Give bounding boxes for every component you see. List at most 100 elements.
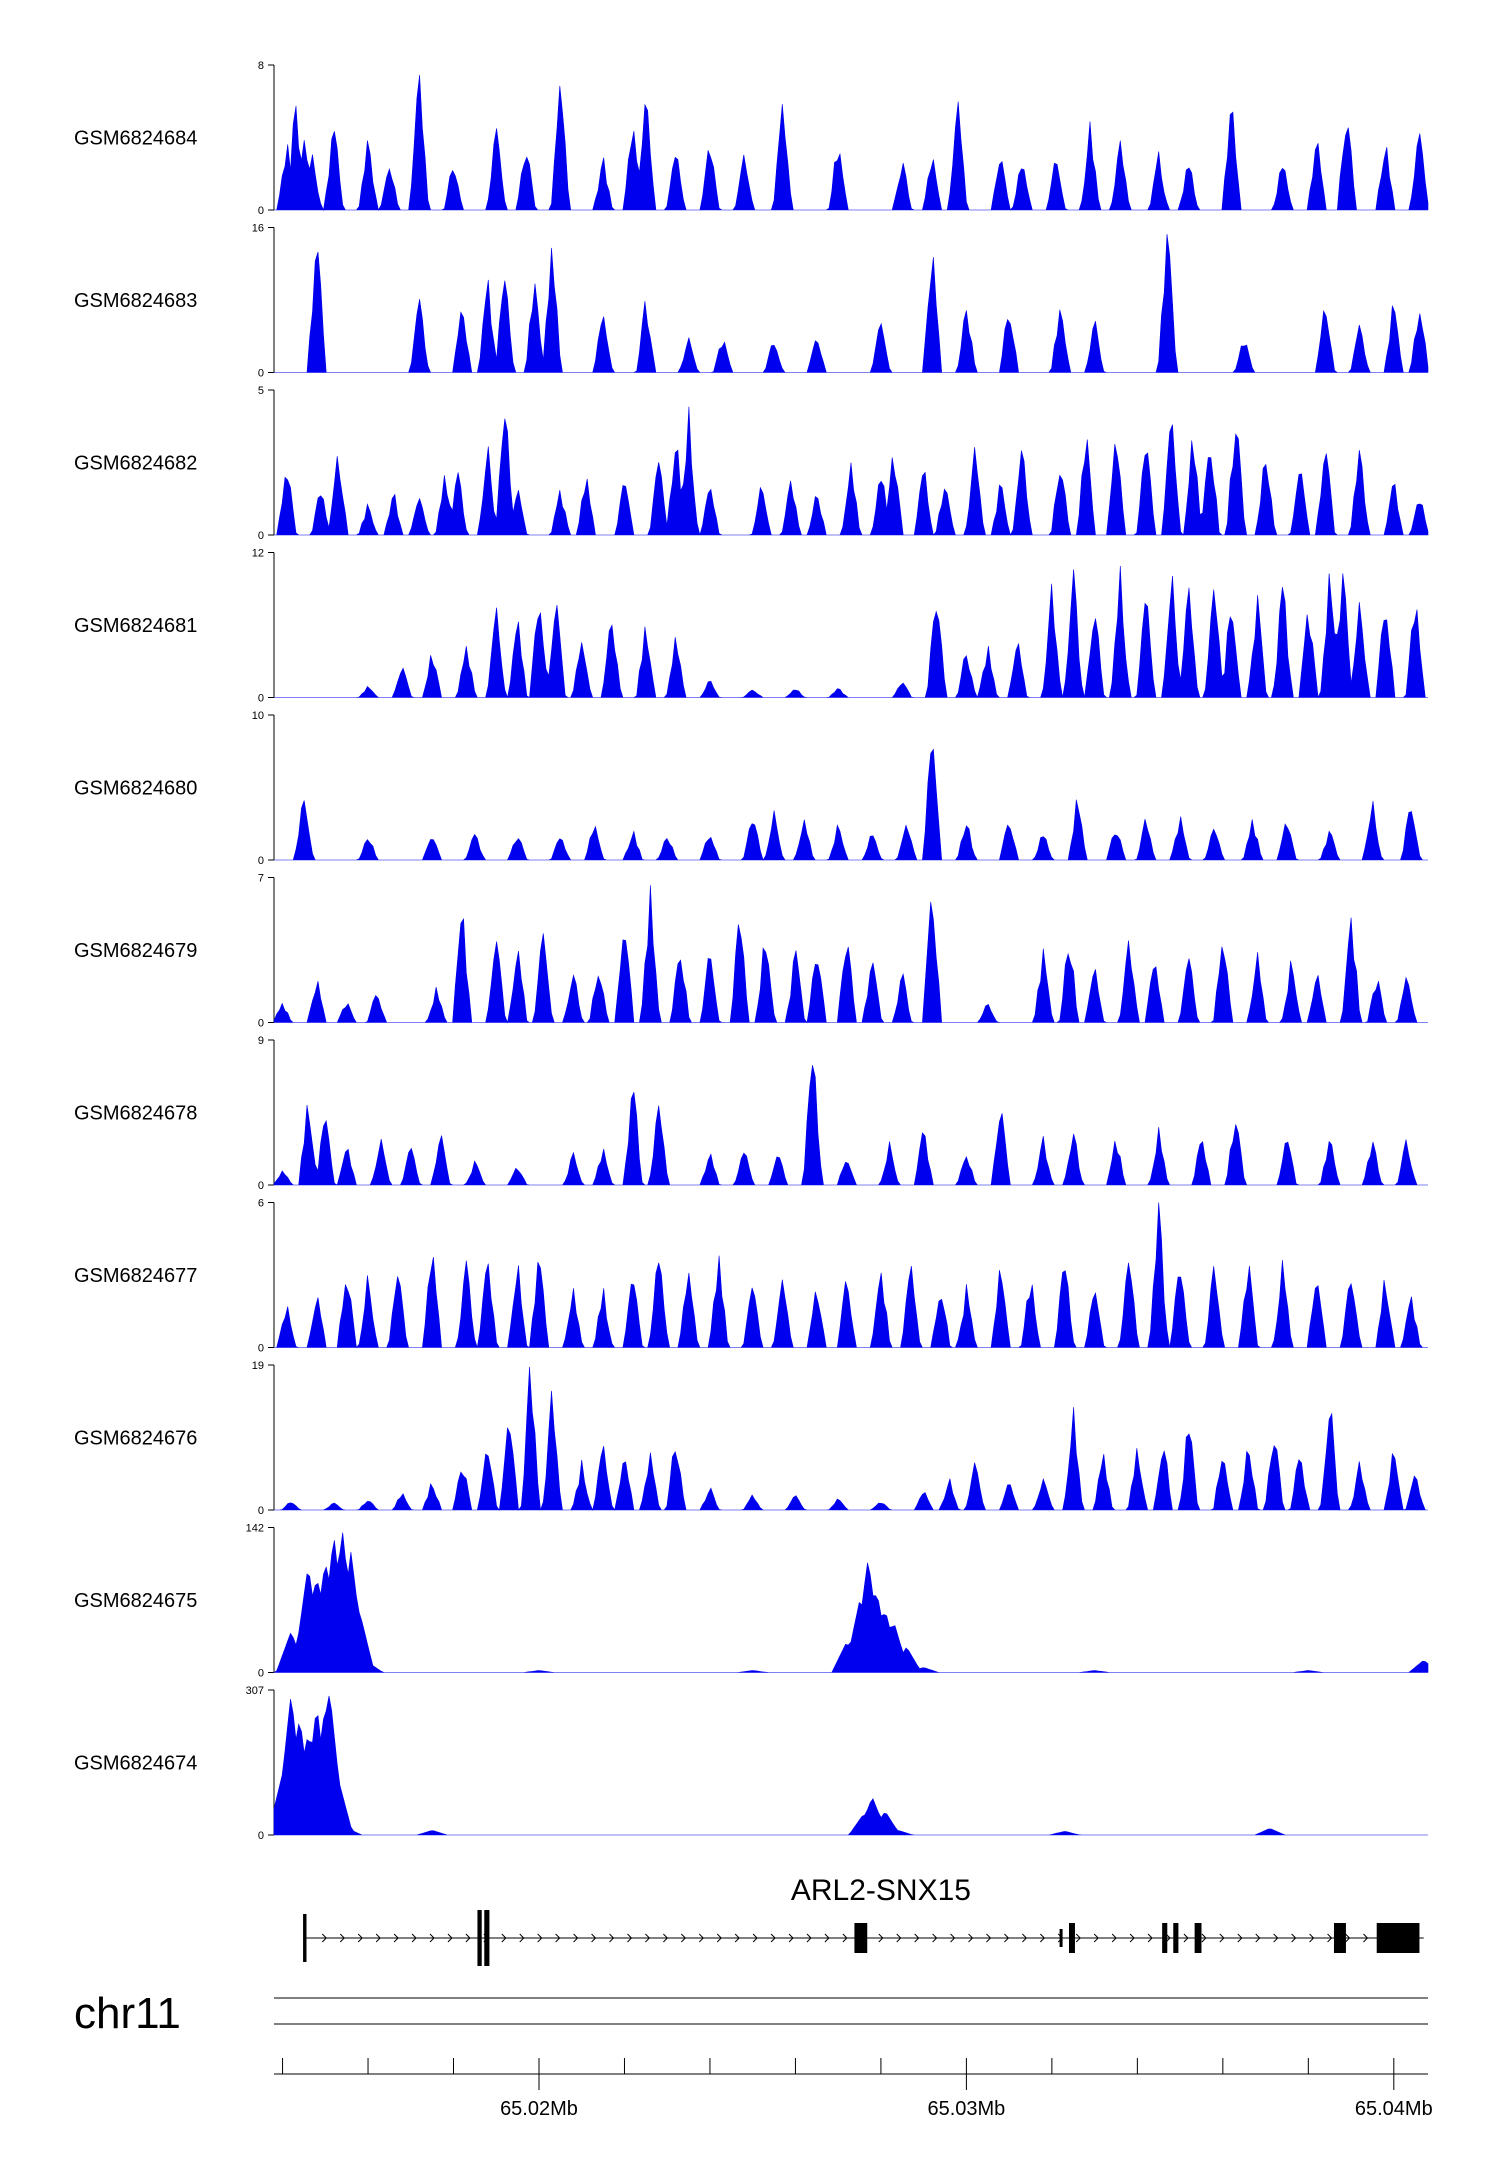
- y-axis-min-label: 0: [258, 530, 264, 542]
- track-label: GSM6824674: [74, 1753, 197, 1775]
- strand-arrow: [573, 1933, 579, 1943]
- strand-arrow: [1327, 1933, 1333, 1943]
- strand-arrow: [465, 1933, 471, 1943]
- strand-arrow: [1273, 1933, 1279, 1943]
- y-axis-min-label: 0: [258, 693, 264, 705]
- strand-arrow: [1111, 1933, 1117, 1943]
- coverage-area: [274, 406, 1429, 536]
- track-label: GSM6824679: [74, 940, 197, 962]
- x-axis-tick-label: 65.04Mb: [1355, 2098, 1433, 2120]
- y-axis-min-label: 0: [258, 368, 264, 380]
- strand-arrow: [357, 1933, 363, 1943]
- strand-arrow: [770, 1933, 776, 1943]
- coverage-area: [274, 74, 1429, 212]
- strand-arrow: [1075, 1933, 1081, 1943]
- y-axis-min-label: 0: [258, 1180, 264, 1192]
- strand-arrow: [842, 1933, 848, 1943]
- strand-arrow: [627, 1933, 633, 1943]
- strand-arrow: [680, 1933, 687, 1943]
- x-axis-tick-label: 65.03Mb: [927, 2098, 1005, 2120]
- gene-track: ARL2-SNX15: [303, 1874, 1424, 1966]
- gene-exon: [1194, 1923, 1202, 1953]
- coverage-tracks: GSM682468480GSM6824683160GSM682468250GSM…: [74, 60, 1429, 1842]
- strand-arrow: [986, 1933, 992, 1943]
- strand-arrow: [824, 1933, 830, 1943]
- strand-arrow: [788, 1933, 794, 1943]
- strand-arrow: [447, 1933, 453, 1943]
- track-label: GSM6824677: [74, 1265, 197, 1287]
- strand-arrow: [968, 1933, 974, 1943]
- gene-exon: [1059, 1929, 1063, 1947]
- strand-arrow: [645, 1933, 651, 1943]
- strand-arrow: [896, 1933, 902, 1943]
- strand-arrow: [555, 1933, 561, 1943]
- track-GSM6824684: GSM6824684 8 0: [74, 60, 1429, 217]
- track-GSM6824682: GSM6824682 5 0: [74, 385, 1429, 542]
- strand-arrow: [932, 1933, 938, 1943]
- strand-arrow: [1165, 1933, 1171, 1943]
- strand-arrow: [375, 1933, 381, 1943]
- strand-arrow: [1093, 1933, 1099, 1943]
- track-GSM6824677: GSM6824677 6 0: [74, 1198, 1428, 1355]
- strand-arrow: [1039, 1933, 1046, 1943]
- y-axis-max-label: 12: [252, 548, 264, 560]
- gene-exon: [1162, 1923, 1168, 1953]
- y-axis-max-label: 10: [252, 710, 264, 722]
- y-axis-min-label: 0: [258, 1830, 264, 1842]
- coverage-area: [274, 748, 1428, 861]
- strand-arrow: [914, 1933, 920, 1943]
- coverage-area: [274, 234, 1429, 373]
- y-axis-max-label: 142: [246, 1523, 264, 1535]
- gene-exon: [1333, 1923, 1346, 1953]
- track-GSM6824678: GSM6824678 9 0: [74, 1035, 1428, 1192]
- strand-arrow: [1291, 1933, 1297, 1943]
- track-GSM6824674: GSM6824674 307 0: [74, 1685, 1428, 1842]
- strand-arrow: [501, 1933, 507, 1943]
- strand-arrow: [1183, 1933, 1189, 1943]
- track-label: GSM6824684: [74, 128, 197, 150]
- strand-arrow: [716, 1933, 722, 1943]
- strand-arrow: [429, 1933, 435, 1943]
- strand-arrow: [519, 1933, 525, 1943]
- strand-arrow: [321, 1933, 327, 1943]
- y-axis-max-label: 16: [252, 223, 264, 235]
- strand-arrow: [1219, 1933, 1225, 1943]
- coverage-area: [272, 1532, 1429, 1673]
- coverage-area: [274, 1366, 1428, 1511]
- track-GSM6824681: GSM6824681 12 0: [74, 548, 1428, 705]
- strand-arrow: [1147, 1933, 1153, 1943]
- track-label: GSM6824678: [74, 1103, 197, 1125]
- track-GSM6824680: GSM6824680 10 0: [74, 710, 1428, 867]
- strand-arrow: [734, 1933, 740, 1943]
- gene-exon: [1173, 1923, 1179, 1953]
- track-GSM6824675: GSM6824675 142 0: [74, 1523, 1429, 1680]
- strand-arrow: [1255, 1933, 1261, 1943]
- y-axis-min-label: 0: [258, 1505, 264, 1517]
- strand-arrow: [537, 1933, 543, 1943]
- strand-arrow: [1022, 1933, 1028, 1943]
- gene-name: ARL2-SNX15: [791, 1874, 971, 1907]
- gene-exon: [854, 1923, 868, 1953]
- strand-arrow: [1004, 1933, 1010, 1943]
- strand-arrow: [1363, 1933, 1369, 1943]
- y-axis-min-label: 0: [258, 1668, 264, 1680]
- track-label: GSM6824683: [74, 290, 197, 312]
- track-label: GSM6824682: [74, 453, 197, 475]
- y-axis-max-label: 8: [258, 60, 264, 72]
- gene-exon: [1068, 1923, 1075, 1953]
- strand-arrow: [591, 1933, 597, 1943]
- track-GSM6824679: GSM6824679 7 0: [74, 873, 1428, 1030]
- gene-exon: [303, 1914, 307, 1962]
- strand-arrow: [752, 1933, 758, 1943]
- y-axis-min-label: 0: [258, 1343, 264, 1355]
- strand-arrow: [1237, 1933, 1243, 1943]
- y-axis-min-label: 0: [258, 1018, 264, 1030]
- coverage-area: [273, 1065, 1428, 1186]
- y-axis-max-label: 19: [252, 1360, 264, 1372]
- coverage-area: [273, 1695, 1428, 1836]
- strand-arrow: [393, 1933, 399, 1943]
- strand-arrow: [609, 1933, 615, 1943]
- strand-arrow: [1309, 1933, 1315, 1943]
- strand-arrow: [663, 1933, 669, 1943]
- y-axis-max-label: 7: [258, 873, 264, 885]
